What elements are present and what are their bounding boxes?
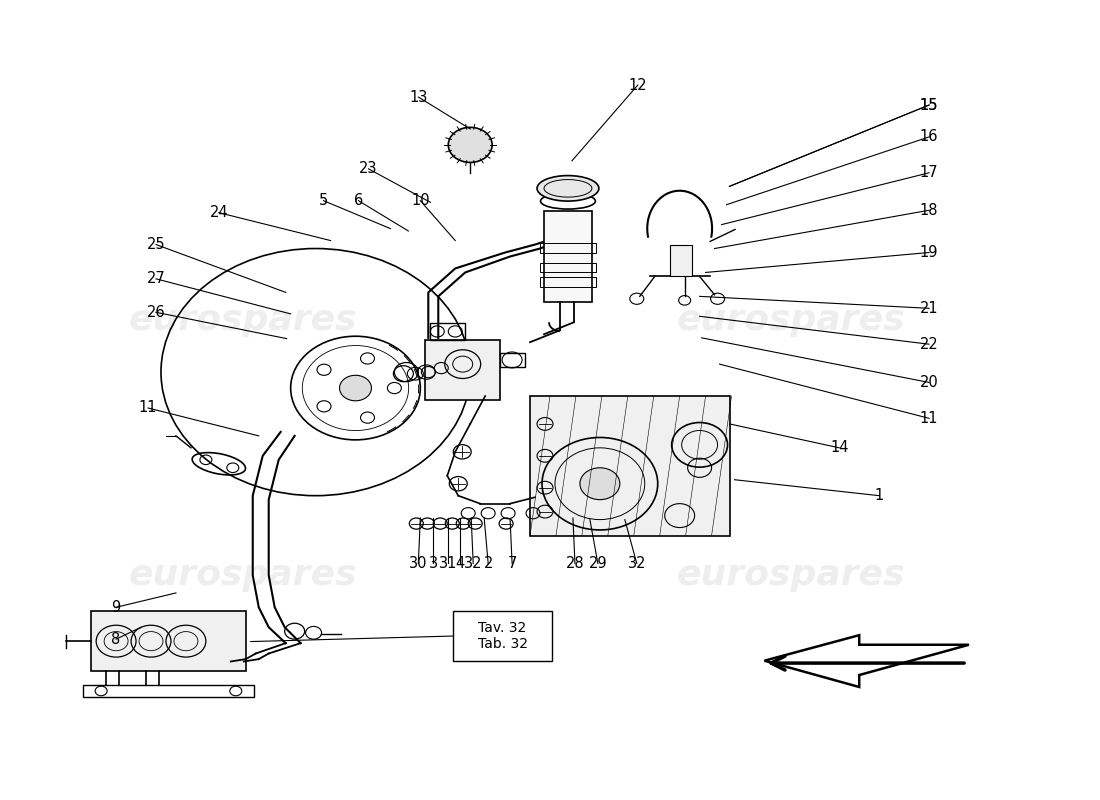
Text: 21: 21 — [920, 301, 938, 316]
Text: 31: 31 — [439, 556, 458, 571]
Text: 14: 14 — [830, 440, 848, 455]
Circle shape — [580, 468, 619, 500]
Bar — [91, 611, 245, 671]
Text: 26: 26 — [146, 305, 165, 320]
Bar — [530, 396, 729, 535]
Bar — [544, 210, 592, 302]
Text: 16: 16 — [920, 130, 938, 145]
Text: 10: 10 — [411, 193, 430, 208]
Text: 19: 19 — [920, 245, 938, 260]
Text: Tav. 32
Tab. 32: Tav. 32 Tab. 32 — [477, 621, 528, 651]
Text: 23: 23 — [360, 162, 377, 176]
Text: 25: 25 — [146, 237, 165, 252]
Circle shape — [449, 127, 492, 162]
Text: 11: 11 — [139, 401, 157, 415]
Text: 29: 29 — [588, 556, 607, 571]
Text: 12: 12 — [628, 78, 647, 93]
Text: 30: 30 — [409, 556, 428, 571]
Bar — [426, 340, 500, 400]
Text: eurospares: eurospares — [129, 558, 358, 592]
Text: 17: 17 — [920, 166, 938, 180]
Bar — [540, 278, 596, 286]
Text: eurospares: eurospares — [678, 558, 905, 592]
Bar — [670, 245, 692, 277]
Ellipse shape — [537, 175, 598, 201]
Text: 32: 32 — [627, 556, 646, 571]
Text: 11: 11 — [920, 411, 938, 426]
Text: 5: 5 — [319, 193, 328, 208]
Bar — [540, 263, 596, 273]
Text: 8: 8 — [111, 632, 121, 646]
FancyBboxPatch shape — [453, 611, 552, 661]
Text: 22: 22 — [920, 337, 938, 352]
Text: 2: 2 — [484, 556, 493, 571]
Text: 20: 20 — [920, 375, 938, 390]
Circle shape — [340, 375, 372, 401]
Text: 24: 24 — [209, 205, 228, 220]
Text: 28: 28 — [565, 556, 584, 571]
Text: 18: 18 — [920, 202, 938, 218]
Text: 15: 15 — [920, 98, 938, 113]
Text: eurospares: eurospares — [678, 303, 905, 338]
Text: 13: 13 — [409, 90, 428, 105]
Text: 15: 15 — [920, 98, 938, 113]
Bar — [500, 353, 525, 367]
Text: 9: 9 — [111, 600, 121, 614]
Text: 3: 3 — [429, 556, 438, 571]
Text: 7: 7 — [507, 556, 517, 571]
Bar — [84, 686, 254, 697]
Bar — [430, 322, 465, 340]
Text: 6: 6 — [354, 193, 363, 208]
Text: 4: 4 — [455, 556, 465, 571]
Text: 1: 1 — [874, 488, 883, 503]
Text: 32: 32 — [464, 556, 483, 571]
Text: 27: 27 — [146, 271, 165, 286]
Text: eurospares: eurospares — [129, 303, 358, 338]
Bar — [540, 243, 596, 253]
